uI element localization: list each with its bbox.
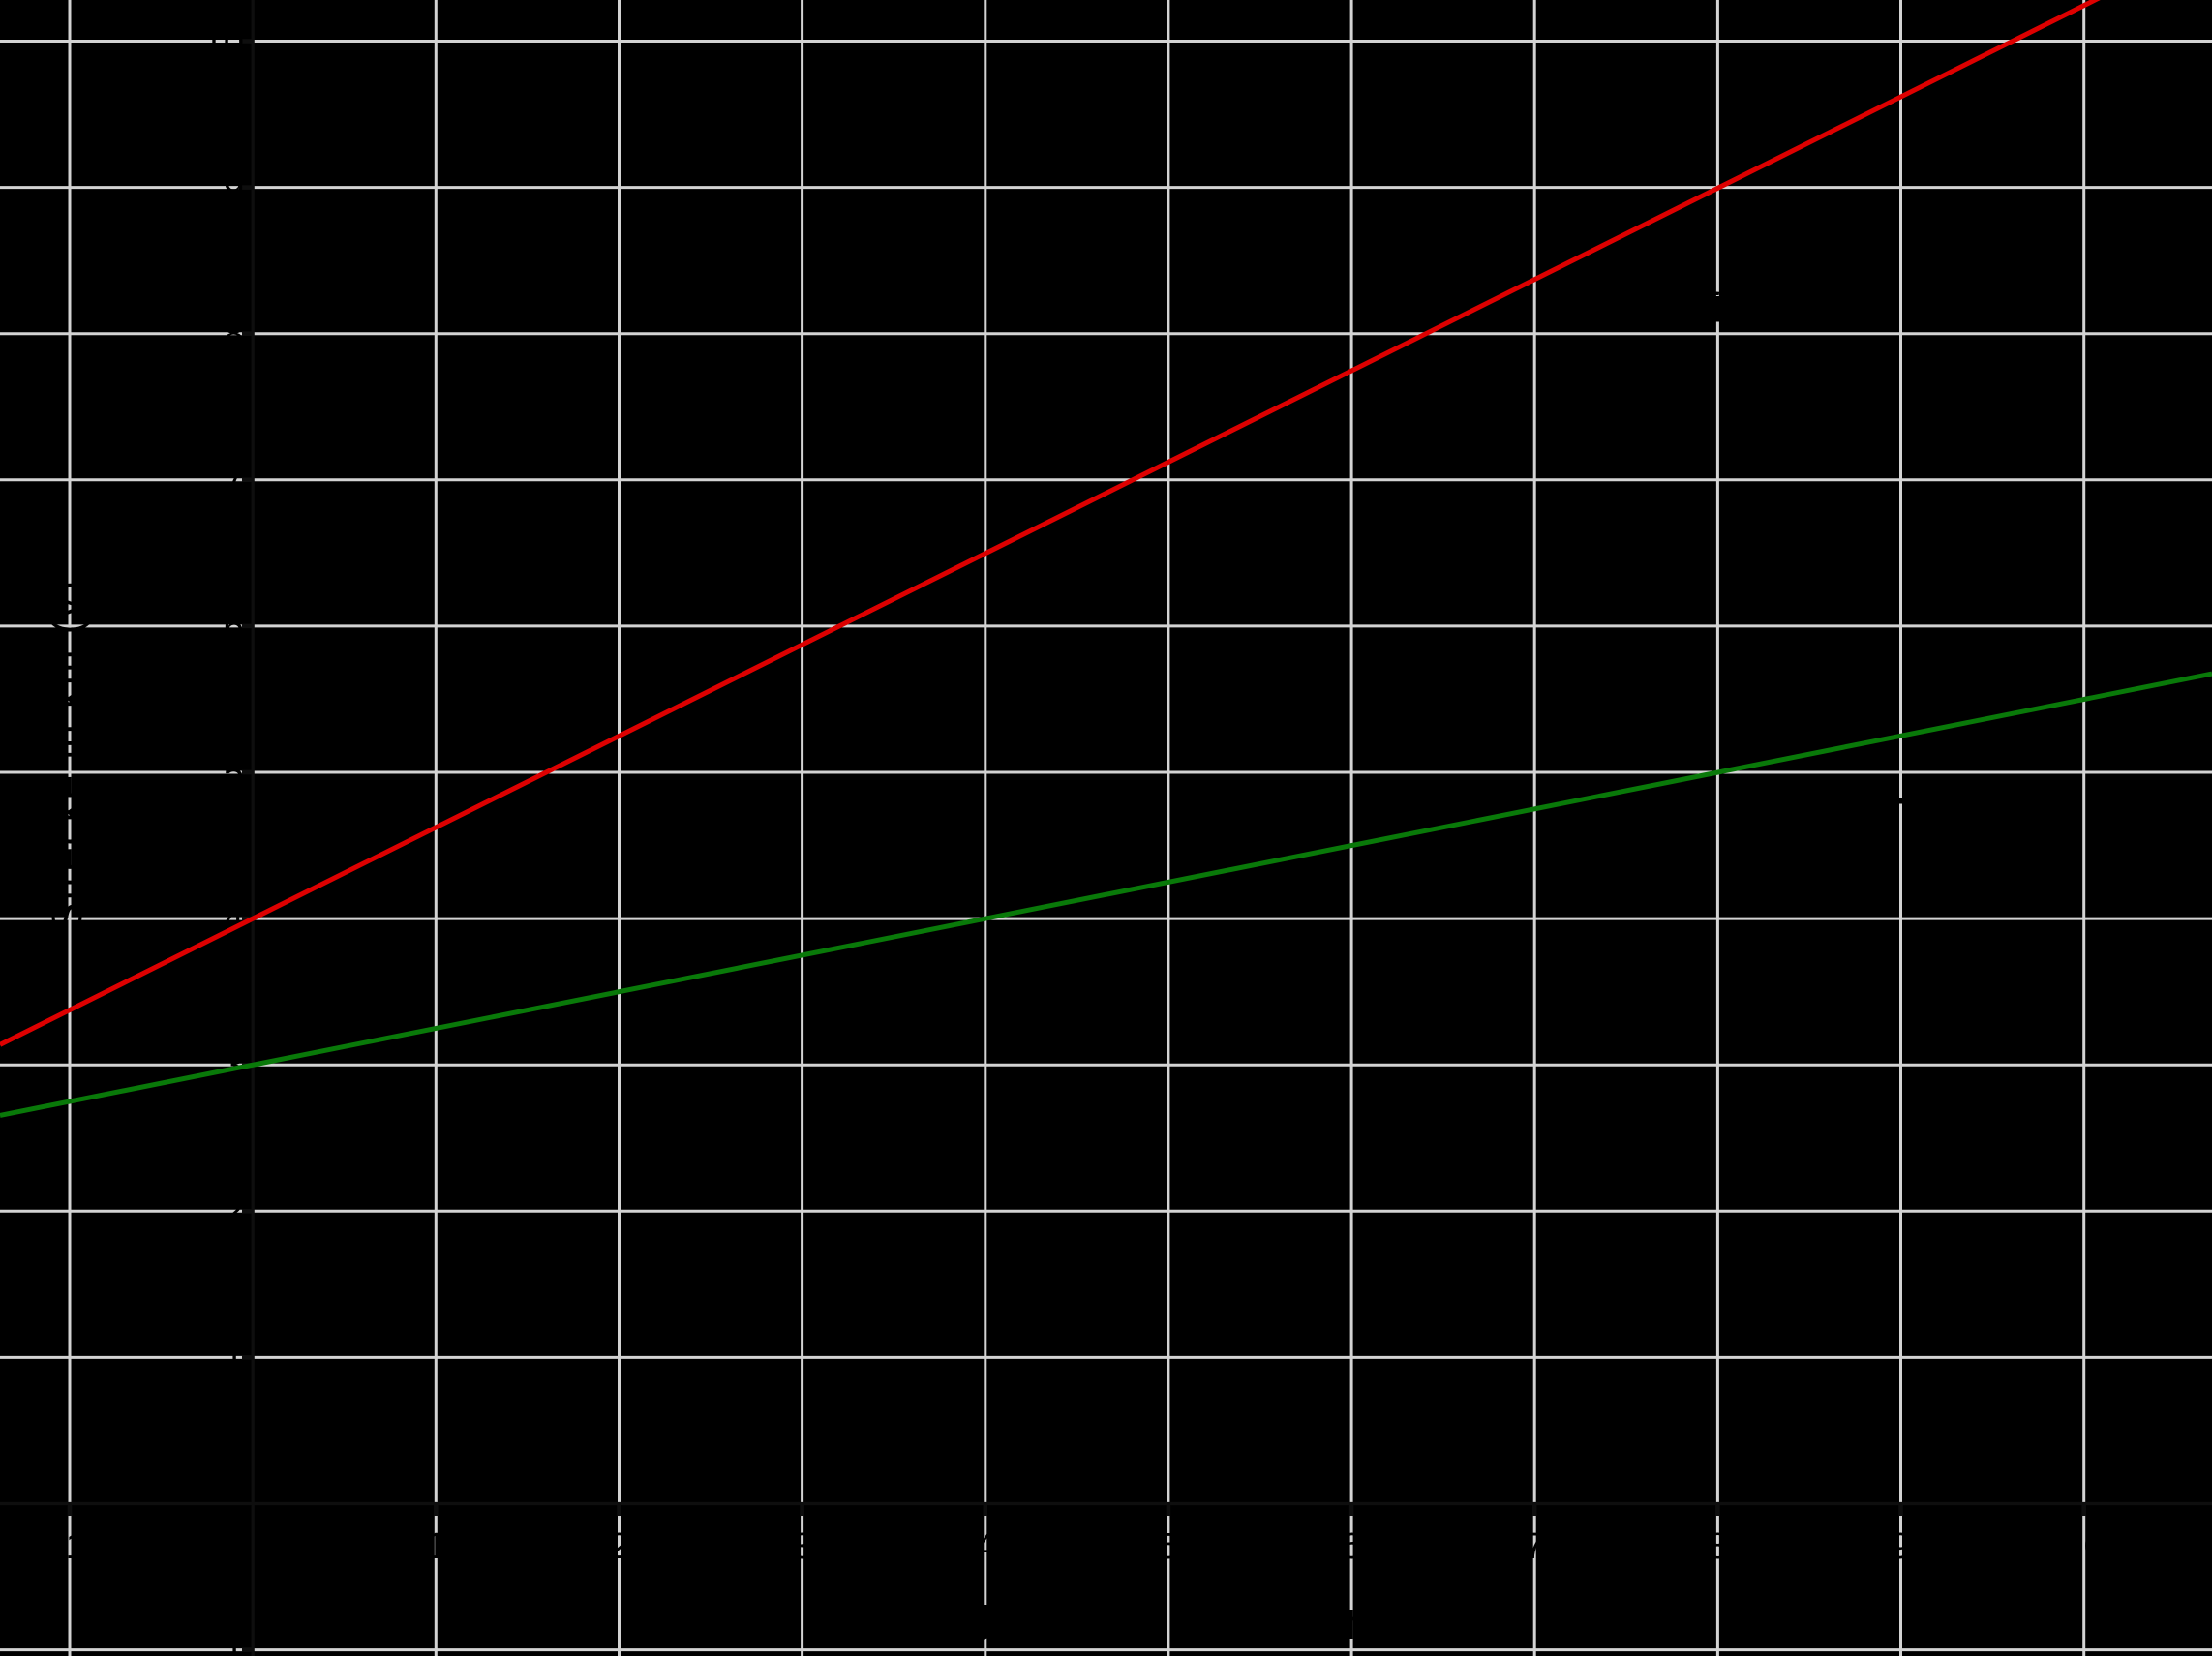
svg-text:Die Zeit in: Die Zeit in (966, 1602, 1158, 1649)
svg-text:-1: -1 (53, 1526, 86, 1567)
svg-text:-1: -1 (211, 1631, 244, 1656)
svg-text:3: 3 (224, 1045, 244, 1086)
svg-text:10: 10 (203, 22, 244, 63)
svg-text:1: 1 (224, 1338, 244, 1378)
svg-text:9: 9 (224, 168, 244, 209)
svg-text:8: 8 (1708, 1526, 1728, 1567)
svg-text:2: 2 (609, 1526, 629, 1567)
svg-text:4: 4 (975, 1526, 995, 1567)
svg-text:9: 9 (1891, 1526, 1911, 1567)
svg-text:1: 1 (426, 1526, 446, 1567)
svg-text:Stunden: Stunden (1179, 1602, 1365, 1649)
svg-text:5: 5 (224, 753, 244, 794)
svg-text:7: 7 (1525, 1526, 1545, 1567)
svg-text:Strecke in km (y): Strecke in km (y) (44, 579, 91, 931)
svg-text:10: 10 (2064, 1526, 2105, 1567)
svg-text:2: 2 (224, 1191, 244, 1232)
svg-text:g: g (1864, 774, 1890, 825)
svg-text:7: 7 (224, 461, 244, 501)
svg-text:3: 3 (792, 1526, 812, 1567)
svg-text:8: 8 (224, 315, 244, 355)
svg-text:5: 5 (1158, 1526, 1178, 1567)
svg-text:6: 6 (1342, 1526, 1362, 1567)
svg-text:6: 6 (224, 607, 244, 647)
svg-text:0: 0 (222, 1526, 242, 1567)
